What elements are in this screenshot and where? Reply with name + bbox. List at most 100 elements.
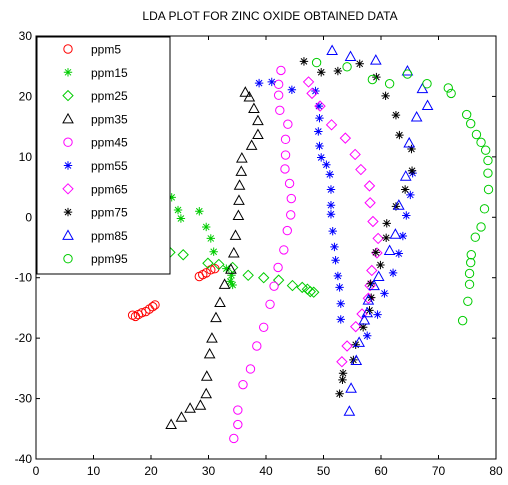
data-point-ppm65 [314,100,326,112]
data-point-ppm55 [402,211,411,220]
data-point-ppm65 [372,232,384,245]
data-point-ppm25 [202,257,214,269]
data-point-ppm55 [315,113,324,123]
data-point-ppm45 [273,262,283,273]
data-point-ppm95 [479,204,490,214]
data-point-ppm35 [214,296,226,307]
y-tick-label: -40 [15,452,33,466]
data-point-ppm85 [389,228,402,239]
data-point-ppm15 [209,247,218,256]
data-point-ppm55 [363,331,372,340]
data-point-ppm55 [394,249,404,258]
legend-marker-ppm45 [63,137,73,147]
legend-label: ppm85 [91,229,128,243]
data-point-ppm85 [361,306,374,318]
data-point-ppm45 [273,90,284,100]
data-point-ppm95 [471,129,482,140]
legend-marker-ppm5 [63,44,73,54]
data-point-ppm45 [283,119,293,129]
y-tick-label: -30 [15,392,33,406]
y-tick-label: -10 [15,271,33,285]
data-point-ppm25 [177,249,189,261]
data-point-ppm85 [362,294,375,305]
legend-label: ppm45 [91,136,128,150]
data-point-ppm35 [194,399,207,410]
data-point-ppm75 [351,340,360,349]
data-point-ppm35 [248,102,260,114]
data-point-ppm15 [176,214,186,223]
data-point-ppm35 [175,411,188,422]
data-point-ppm75 [335,389,344,398]
data-point-ppm55 [314,101,324,111]
data-point-ppm55 [398,231,408,241]
data-point-ppm65 [349,320,362,333]
data-point-ppm95 [457,315,468,326]
data-point-ppm35 [200,387,213,399]
data-point-ppm35 [233,179,246,190]
data-point-ppm45 [269,281,279,291]
data-point-ppm25 [272,274,285,286]
data-point-ppm65 [339,132,352,144]
legend-label: ppm55 [91,159,128,173]
y-tick-label: 0 [25,210,32,224]
data-point-ppm65 [349,148,361,161]
legend-label: ppm75 [91,206,128,220]
data-point-ppm45 [265,299,275,310]
data-point-ppm35 [210,311,222,323]
data-point-ppm35 [227,246,240,258]
data-point-ppm75 [407,166,417,175]
x-tick-label: 10 [87,464,101,478]
data-point-ppm25 [213,258,225,271]
data-point-ppm25 [286,279,299,292]
data-point-ppm65 [364,197,376,209]
data-point-ppm5 [137,308,147,318]
data-point-ppm65 [355,163,367,176]
data-points [127,44,494,444]
data-point-ppm55 [328,226,337,236]
data-point-ppm15 [206,234,215,243]
data-point-ppm15 [227,271,236,280]
data-point-ppm75 [371,248,381,257]
data-point-ppm5 [201,268,211,278]
data-point-ppm35 [203,347,216,359]
x-tick-label: 20 [144,464,158,478]
y-tick-label: 30 [19,29,33,43]
data-point-ppm95 [463,296,473,306]
data-point-ppm55 [317,153,326,162]
data-point-ppm85 [343,405,356,416]
x-tick-label: 80 [489,464,503,478]
data-point-ppm65 [363,180,376,192]
data-point-ppm85 [392,199,405,210]
x-tick-label: 50 [317,464,331,478]
data-point-ppm15 [202,222,211,232]
data-point-ppm15 [228,280,237,290]
data-point-ppm85 [326,44,338,56]
data-point-ppm45 [279,245,289,255]
data-point-ppm35 [232,209,245,220]
data-point-ppm35 [236,152,248,163]
legend-marker-ppm35 [62,112,74,124]
data-point-ppm85 [421,99,434,110]
data-point-ppm45 [252,341,262,351]
data-point-ppm55 [326,201,336,210]
data-point-ppm45 [276,65,286,76]
data-point-ppm45 [245,364,256,374]
data-point-ppm95 [443,83,453,93]
data-point-ppm55 [325,170,335,179]
data-point-ppm55 [331,255,340,265]
data-point-ppm65 [336,356,348,368]
legend-marker-ppm15 [63,68,73,77]
data-point-ppm95 [483,168,493,178]
legend-label: ppm25 [91,89,128,103]
data-point-ppm45 [259,322,269,332]
legend-marker-ppm75 [63,207,73,217]
data-point-ppm65 [325,119,338,131]
data-point-ppm75 [358,323,368,332]
data-point-ppm95 [483,184,494,195]
data-point-ppm35 [200,370,213,381]
data-point-ppm35 [252,114,264,126]
data-point-ppm45 [286,210,296,220]
legend-marker-ppm25 [62,89,74,102]
data-point-ppm35 [225,263,237,274]
data-point-ppm35 [252,128,264,139]
